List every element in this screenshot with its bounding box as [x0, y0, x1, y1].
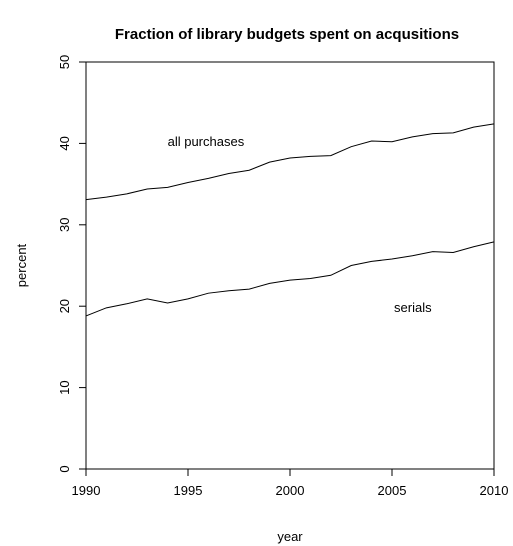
x-tick-label: 1990: [72, 483, 101, 498]
x-tick-label: 2010: [480, 483, 509, 498]
x-tick-label: 2005: [378, 483, 407, 498]
y-tick-label: 20: [57, 299, 72, 313]
y-tick-label: 50: [57, 55, 72, 69]
x-axis-label: year: [277, 529, 303, 544]
y-tick-label: 10: [57, 380, 72, 394]
y-tick-label: 30: [57, 218, 72, 232]
annotation-group: all purchases serials: [168, 134, 433, 315]
series-group: [85, 123, 495, 317]
series-annotation: all purchases: [168, 134, 245, 149]
y-tick-label: 0: [57, 465, 72, 472]
series-line-serials: [85, 241, 495, 317]
y-axis-label: percent: [14, 243, 29, 287]
series-line-all-purchases: [85, 123, 495, 201]
series-annotation: serials: [394, 300, 432, 315]
x-tick-label: 1995: [174, 483, 203, 498]
y-axis: 0 10 20 30 40 50: [57, 55, 86, 473]
x-tick-label: 2000: [276, 483, 305, 498]
y-tick-label: 40: [57, 136, 72, 150]
plot-frame: [85, 61, 495, 470]
chart-title: Fraction of library budgets spent on acq…: [115, 26, 459, 43]
x-axis: 1990 1995 2000 2005 2010: [72, 469, 509, 498]
